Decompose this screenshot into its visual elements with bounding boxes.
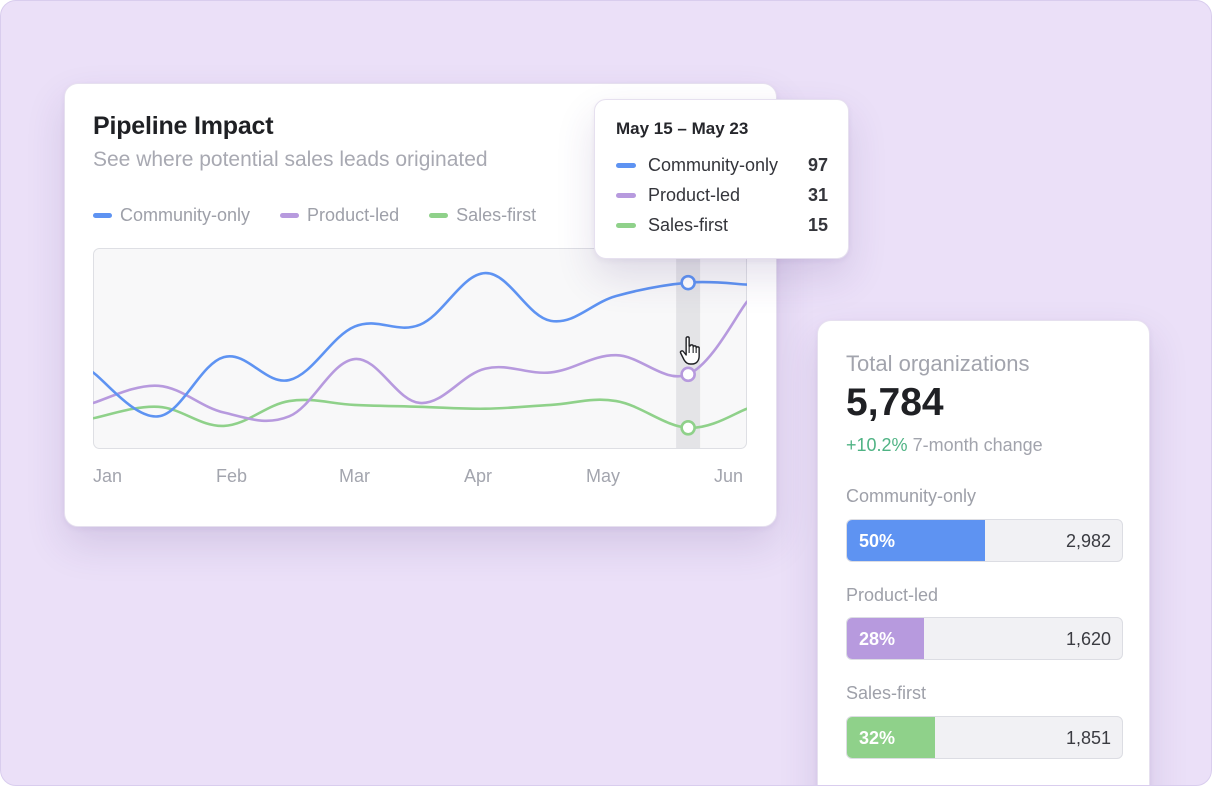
tooltip-swatch <box>616 192 636 198</box>
tooltip-value: 97 <box>807 154 828 175</box>
segment-percent: 50% <box>859 531 896 551</box>
tooltip-value: 31 <box>807 184 828 205</box>
tooltip-label: Product-led <box>648 184 741 205</box>
chart-legend: Community-only Product-led Sales-first <box>93 205 566 226</box>
highlight-point-community-only <box>680 274 696 291</box>
card-subtitle: See where potential sales leads originat… <box>93 148 488 171</box>
tooltip-value: 15 <box>807 214 828 235</box>
series-line-product-led <box>93 300 747 423</box>
tooltip-row-community-only: Community-only 97 <box>616 154 828 176</box>
hand-pointer-icon <box>679 336 700 365</box>
segment-count: 1,851 <box>1065 728 1111 748</box>
segment-bar-sales-first: 32% 1,851 <box>846 716 1123 759</box>
segment-bar-fill <box>847 520 985 561</box>
legend-item-community-only[interactable]: Community-only <box>93 205 250 226</box>
legend-label: Community-only <box>120 205 251 225</box>
legend-swatch-product-led <box>280 213 300 218</box>
plot-area <box>93 248 747 449</box>
legend-item-product-led[interactable]: Product-led <box>280 205 399 226</box>
series-line-sales-first <box>93 398 747 430</box>
tooltip-row-sales-first: Sales-first 15 <box>616 214 828 236</box>
segment-bar-fill <box>847 717 935 758</box>
total-organizations-card: Total organizations 5,784 +10.2% 7-month… <box>817 320 1150 785</box>
highlight-point-product-led <box>680 366 696 383</box>
x-tick-label: Jun <box>714 466 744 486</box>
tooltip-label: Sales-first <box>648 214 729 235</box>
segment-label-community-only: Community-only <box>846 486 977 506</box>
tooltip-date-range: May 15 – May 23 <box>616 119 749 138</box>
legend-label: Product-led <box>307 205 400 225</box>
x-tick-label: Feb <box>216 466 248 486</box>
legend-item-sales-first[interactable]: Sales-first <box>429 205 536 226</box>
tooltip-row-product-led: Product-led 31 <box>616 184 828 206</box>
segment-count: 1,620 <box>1065 629 1111 649</box>
segment-count: 2,982 <box>1065 531 1111 551</box>
change-label: 7-month change <box>912 435 1043 455</box>
segment-bar-product-led: 28% 1,620 <box>846 617 1123 660</box>
legend-label: Sales-first <box>456 205 537 225</box>
x-tick-label: May <box>586 466 621 486</box>
legend-swatch-sales-first <box>429 213 449 218</box>
totals-label: Total organizations <box>846 351 1030 376</box>
totals-change: +10.2% 7-month change <box>846 435 1043 456</box>
x-tick-label: Mar <box>339 466 370 486</box>
series-line-community-only <box>93 271 747 418</box>
segment-percent: 32% <box>859 728 896 748</box>
tooltip-swatch <box>616 222 636 228</box>
line-chart[interactable] <box>93 248 747 449</box>
hand-pointer-shape <box>679 336 700 365</box>
x-tick-label: Jan <box>93 466 123 486</box>
tooltip-label: Community-only <box>648 154 779 175</box>
segment-percent: 28% <box>859 629 896 649</box>
segment-label-product-led: Product-led <box>846 585 939 605</box>
segment-bar-fill <box>847 618 924 659</box>
legend-swatch-community-only <box>93 213 112 218</box>
chart-tooltip: May 15 – May 23 Community-only 97 Produc… <box>594 99 849 259</box>
highlight-point-sales-first <box>680 420 696 436</box>
totals-value: 5,784 <box>846 381 944 424</box>
x-axis-labels: Jan Feb Mar Apr May Jun <box>93 466 747 490</box>
segment-bar-community-only: 50% 2,982 <box>846 519 1123 562</box>
x-tick-label: Apr <box>464 466 493 486</box>
tooltip-swatch <box>616 162 636 168</box>
segment-label-sales-first: Sales-first <box>846 683 927 703</box>
change-value: +10.2% <box>846 435 908 455</box>
card-title: Pipeline Impact <box>93 112 274 140</box>
hand-pointer-lines <box>688 346 697 353</box>
